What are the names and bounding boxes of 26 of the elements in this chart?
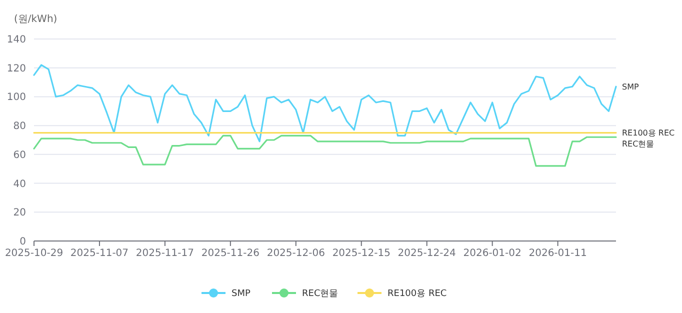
text: RE100용 REC (622, 128, 675, 138)
y-tick-label: 120 (6, 63, 26, 74)
x-tick-label: 2026-01-02 (463, 248, 522, 259)
y-tick-label: 40 (13, 178, 26, 190)
legend-label: SMP (232, 289, 251, 300)
legend-label: REC현물 (302, 289, 338, 300)
y-tick-label: 0 (20, 236, 26, 248)
x-tick-label: 2025-10-29 (4, 248, 64, 259)
line-series (33, 134, 617, 167)
y-tick-label: 100 (6, 92, 26, 104)
y-tick-label: 20 (13, 208, 26, 219)
y-tick-label: 140 (6, 34, 26, 46)
x-tick-label: 2025-12-15 (332, 248, 390, 259)
x-tick-label: 2025-11-17 (136, 248, 194, 259)
text: SMP (622, 82, 639, 92)
x-tick-label: 2025-11-07 (70, 248, 129, 259)
x-tick-label: 2026-01-11 (528, 248, 587, 259)
line-series (33, 64, 617, 142)
x-tick-label: 2025-12-06 (266, 248, 325, 259)
x-tick-label: 2025-12-24 (398, 248, 456, 259)
legend-label: RE100용 REC (388, 289, 447, 300)
y-tick-label: 60 (13, 150, 26, 161)
y-axis-title: (원/kWh) (14, 14, 58, 25)
y-tick-label: 80 (13, 121, 26, 132)
text: REC현물 (622, 140, 654, 149)
x-tick-label: 2025-11-26 (201, 248, 260, 259)
